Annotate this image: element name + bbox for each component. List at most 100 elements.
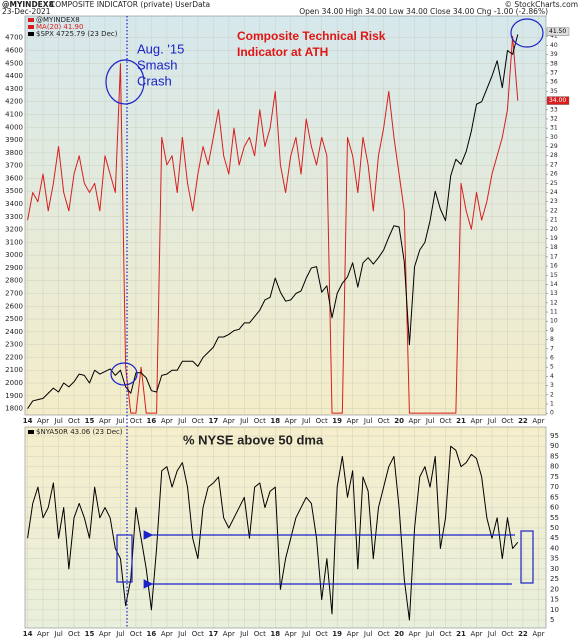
x-tick-label: Jul	[363, 630, 373, 638]
x-tick-label: 18	[270, 630, 280, 638]
x-tick-label: Apr	[532, 417, 544, 425]
x-tick-label: Apr	[532, 630, 544, 638]
y2-tick-label: 20	[550, 226, 558, 233]
y-tick-label: 3400	[5, 200, 23, 208]
legend-entry: $SPX 4725.79 (23 Dec)	[36, 30, 118, 38]
y-tick-label: 4400	[5, 72, 23, 80]
value-tag-label: 34.00	[549, 97, 566, 104]
callouts	[105, 16, 544, 628]
y2-tick-label: 30	[550, 134, 558, 141]
x-tick-label: Oct	[439, 630, 451, 638]
y2-tick-label: 25	[550, 180, 558, 187]
box	[116, 534, 133, 583]
x-tick-label: 20	[394, 417, 404, 425]
y-tick-label: 85	[550, 452, 559, 460]
y2-tick-label: 38	[550, 60, 558, 67]
annotation: Smash	[137, 57, 177, 72]
y-tick-label: 10	[550, 606, 559, 614]
y2-tick-label: 15	[550, 272, 558, 279]
y-tick-label: 3800	[5, 149, 23, 157]
x-tick-label: 21	[456, 630, 466, 638]
y-tick-label: 3000	[5, 251, 23, 259]
y-tick-label: 95	[550, 432, 559, 440]
value-tag	[546, 27, 570, 36]
y-tick-label: 2600	[5, 302, 23, 310]
x-tick-label: Apr	[409, 417, 421, 425]
y2-tick-label: 29	[550, 143, 558, 150]
x-tick-label: Oct	[130, 417, 142, 425]
x-tick-label: Apr	[347, 417, 359, 425]
y2-tick-label: 0	[550, 410, 554, 417]
y2-tick-label: 27	[550, 161, 558, 168]
x-tick-label: Jul	[177, 417, 187, 425]
y-tick-label: 3600	[5, 174, 23, 182]
annotation: Composite Technical Risk	[237, 29, 386, 43]
x-tick-label: Oct	[439, 417, 451, 425]
y-tick-label: 90	[550, 442, 559, 450]
y-tick-label: 2100	[5, 366, 23, 374]
x-tick-label: Apr	[37, 417, 49, 425]
y-tick-label: 2500	[5, 315, 23, 323]
y-tick-label: 15	[550, 596, 559, 604]
y2-tick-label: 8	[550, 336, 554, 343]
x-tick-label: 20	[394, 630, 404, 638]
y-tick-label: 4200	[5, 98, 23, 106]
y2-tick-label: 32	[550, 115, 558, 122]
legend-entry: @MYINDEX8	[36, 16, 80, 24]
x-tick-label: Jul	[115, 630, 125, 638]
x-tick-label: Jul	[301, 417, 311, 425]
y2-tick-label: 7	[550, 345, 554, 352]
date: 23-Dec-2021	[2, 7, 51, 16]
x-tick-label: Apr	[285, 630, 297, 638]
y2-tick-label: 12	[550, 299, 558, 306]
panel-bottom	[24, 426, 547, 629]
y-tick-label: 2200	[5, 353, 23, 361]
x-tick-label: Jul	[239, 630, 249, 638]
value-tag-label: 41.50	[549, 28, 566, 35]
x-tick-label: 14	[23, 630, 33, 638]
y2-tick-label: 18	[550, 244, 558, 251]
y-tick-label: 4100	[5, 110, 23, 118]
y2-tick-label: 33	[550, 106, 558, 113]
y-tick-label: 4500	[5, 59, 23, 67]
chart-subtitle: COMPOSITE INDICATOR (private) UserData	[50, 0, 210, 9]
quote: Open 34.00 High 34.00 Low 34.00 Close 34…	[299, 7, 548, 16]
legend-swatch	[28, 25, 34, 29]
y2-tick-label: 40	[550, 42, 558, 49]
y-tick-label: 4300	[5, 85, 23, 93]
source: © StockCharts.com	[504, 0, 578, 9]
y-tick-label: 35	[550, 555, 559, 563]
x-tick-label: Oct	[501, 417, 513, 425]
legend-entry: $NYA50R 43.06 (23 Dec)	[36, 428, 123, 436]
x-tick-label: Apr	[161, 630, 173, 638]
x-tick-label: Oct	[378, 417, 390, 425]
y2-tick-label: 16	[550, 263, 558, 270]
annotation: Indicator at ATH	[237, 45, 328, 59]
y2-tick-label: 11	[550, 309, 558, 316]
y2-tick-label: 19	[550, 235, 558, 242]
value-tag	[546, 96, 570, 105]
series-line	[27, 35, 519, 414]
y-tick-label: 3700	[5, 162, 23, 170]
x-tick-label: Apr	[223, 417, 235, 425]
y2-tick-label: 22	[550, 207, 558, 214]
y-tick-label: 20	[550, 585, 559, 593]
y2-tick-label: 4	[550, 373, 554, 380]
y-tick-label: 80	[550, 463, 559, 471]
x-tick-label: 16	[147, 630, 157, 638]
panel-top	[24, 15, 547, 416]
legend-swatch	[28, 430, 34, 434]
y-tick-label: 4600	[5, 47, 23, 55]
x-tick-label: Apr	[161, 417, 173, 425]
circle	[110, 362, 138, 386]
y-tick-label: 3900	[5, 136, 23, 144]
y2-tick-label: 17	[550, 253, 558, 260]
x-tick-label: 15	[85, 417, 95, 425]
y-tick-label: 1900	[5, 392, 23, 400]
x-tick-label: Jul	[301, 630, 311, 638]
x-tick-label: Oct	[68, 630, 80, 638]
x-tick-label: 21	[456, 417, 466, 425]
x-tick-label: Oct	[254, 417, 266, 425]
y-tick-label: 50	[550, 524, 559, 532]
